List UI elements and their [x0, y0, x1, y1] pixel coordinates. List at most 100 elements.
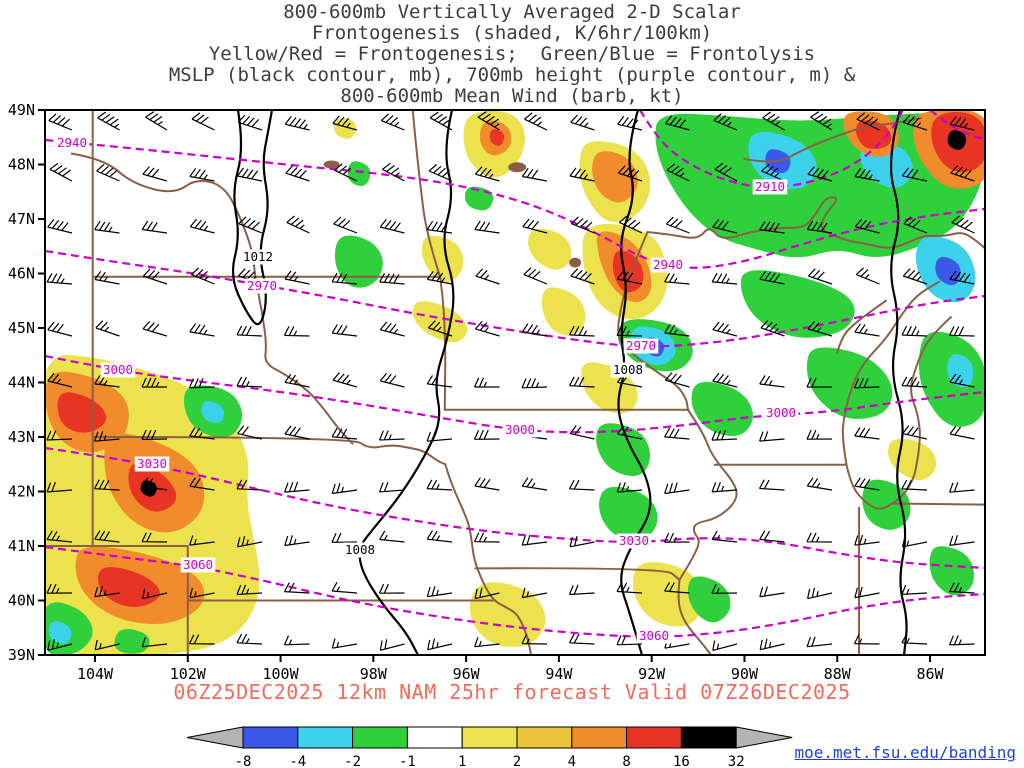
- wind-barb: [664, 482, 690, 495]
- wind-barb: [759, 638, 785, 651]
- wind-barb: [334, 163, 358, 182]
- lat-axis-label: 41N: [8, 537, 35, 555]
- border-mn-sd: [439, 275, 447, 411]
- wind-barb: [854, 427, 880, 440]
- wind-barb: [237, 114, 263, 131]
- wind-barb: [810, 111, 833, 131]
- wind-barb: [474, 637, 500, 648]
- wind-barb: [426, 270, 453, 285]
- credit-link[interactable]: moe.met.fsu.edu/banding: [794, 743, 1016, 762]
- wind-barb: [473, 377, 500, 388]
- colorbar-tick-label: 1: [458, 754, 466, 768]
- colorbar-segment: [242, 726, 299, 749]
- wind-barb: [331, 272, 358, 285]
- wind-barb: [948, 635, 975, 646]
- wind-barb: [141, 429, 168, 440]
- lon-axis-label: 94W: [545, 665, 573, 683]
- lat-axis-label: 44N: [8, 374, 35, 392]
- wind-barb: [711, 481, 738, 493]
- contour-label-mask: [636, 628, 672, 644]
- wind-barb: [902, 425, 928, 440]
- wind-barb: [189, 477, 215, 491]
- wind-barb: [806, 532, 833, 543]
- shading-patch: [655, 113, 985, 258]
- colorbar-tick-label: -4: [289, 754, 306, 768]
- contour-label: 3030: [619, 533, 649, 548]
- wind-barb: [521, 378, 548, 389]
- wind-barb: [49, 162, 73, 182]
- wind-barb: [188, 634, 215, 645]
- height-contour: [45, 545, 985, 638]
- lat-axis-label: 39N: [8, 646, 35, 664]
- wind-barb: [382, 162, 405, 182]
- wind-barb: [616, 326, 643, 337]
- mslp-contour: [617, 110, 652, 655]
- wind-barb: [429, 111, 453, 131]
- wind-barb: [142, 321, 168, 337]
- contour-label-mask: [650, 257, 686, 273]
- wind-barb: [141, 477, 168, 491]
- wind-barb: [616, 635, 643, 646]
- wind-barb: [521, 167, 548, 182]
- wind-barb: [94, 639, 120, 651]
- wind-barb: [96, 163, 120, 182]
- wind-barb: [854, 168, 880, 182]
- wind-barb: [806, 377, 832, 388]
- wind-barb: [950, 165, 975, 182]
- wind-barb: [712, 321, 738, 337]
- wind-barb: [616, 482, 643, 493]
- lake: [323, 160, 340, 169]
- wind-barb: [711, 272, 738, 285]
- wind-barb: [93, 479, 120, 491]
- wind-barb: [284, 116, 310, 131]
- wind-barb: [759, 375, 785, 388]
- wind-barb: [712, 372, 738, 388]
- wind-barb: [807, 268, 833, 285]
- border-lake-michigan-south-shore: [845, 463, 918, 510]
- wind-barb: [379, 273, 405, 285]
- wind-barb: [474, 166, 500, 182]
- axes-layer: 49N 48N 47N 46N 45N 44N 43N 42N 41N 40N 39N 104W 102…: [8, 101, 945, 683]
- border-lake-michigan-west-shore: [841, 280, 941, 466]
- height-contour-layer: [45, 110, 985, 638]
- lon-axis-label: 96W: [453, 665, 481, 683]
- wind-barb: [521, 634, 548, 645]
- wind-barb: [477, 111, 500, 131]
- wind-barb: [949, 373, 975, 388]
- title-line-5: 800-600mb Mean Wind (barb, kt): [340, 85, 684, 107]
- wind-barb: [568, 325, 595, 337]
- colorbar-segment: [626, 726, 682, 749]
- wind-barb: [569, 535, 595, 548]
- contour-label: 1008: [345, 542, 375, 557]
- shading-patch: [687, 576, 731, 623]
- shading-patch: [421, 235, 464, 283]
- wind-barb: [901, 376, 928, 388]
- border-nd-mn: [411, 110, 442, 278]
- wind-barb: [426, 431, 453, 442]
- wind-barb: [949, 116, 975, 131]
- wind-barb: [94, 220, 120, 234]
- height-contour: [45, 354, 985, 434]
- shading-patch: [691, 381, 753, 437]
- wind-barb: [951, 215, 975, 234]
- wind-barb: [189, 218, 215, 234]
- wind-barb: [617, 270, 643, 285]
- contour-label-mask: [610, 362, 646, 378]
- wind-barb: [521, 534, 548, 546]
- wind-barb: [283, 582, 310, 594]
- wind-barb: [191, 112, 215, 131]
- colorbar-left-arrow: [186, 726, 244, 749]
- title-line-1: 800-600mb Vertically Averaged 2-D Scalar: [283, 1, 741, 23]
- lat-axis-label: 40N: [8, 592, 35, 610]
- height-contour: [929, 110, 985, 141]
- wind-barb: [902, 167, 928, 182]
- wind-barb: [901, 536, 928, 548]
- lat-axis-label: 48N: [8, 156, 35, 174]
- wind-barb: [664, 115, 690, 131]
- wind-barb: [569, 425, 595, 440]
- wind-barb: [284, 535, 310, 547]
- wind-barb: [46, 530, 73, 543]
- wind-barb: [854, 534, 880, 546]
- wind-barb: [95, 320, 120, 337]
